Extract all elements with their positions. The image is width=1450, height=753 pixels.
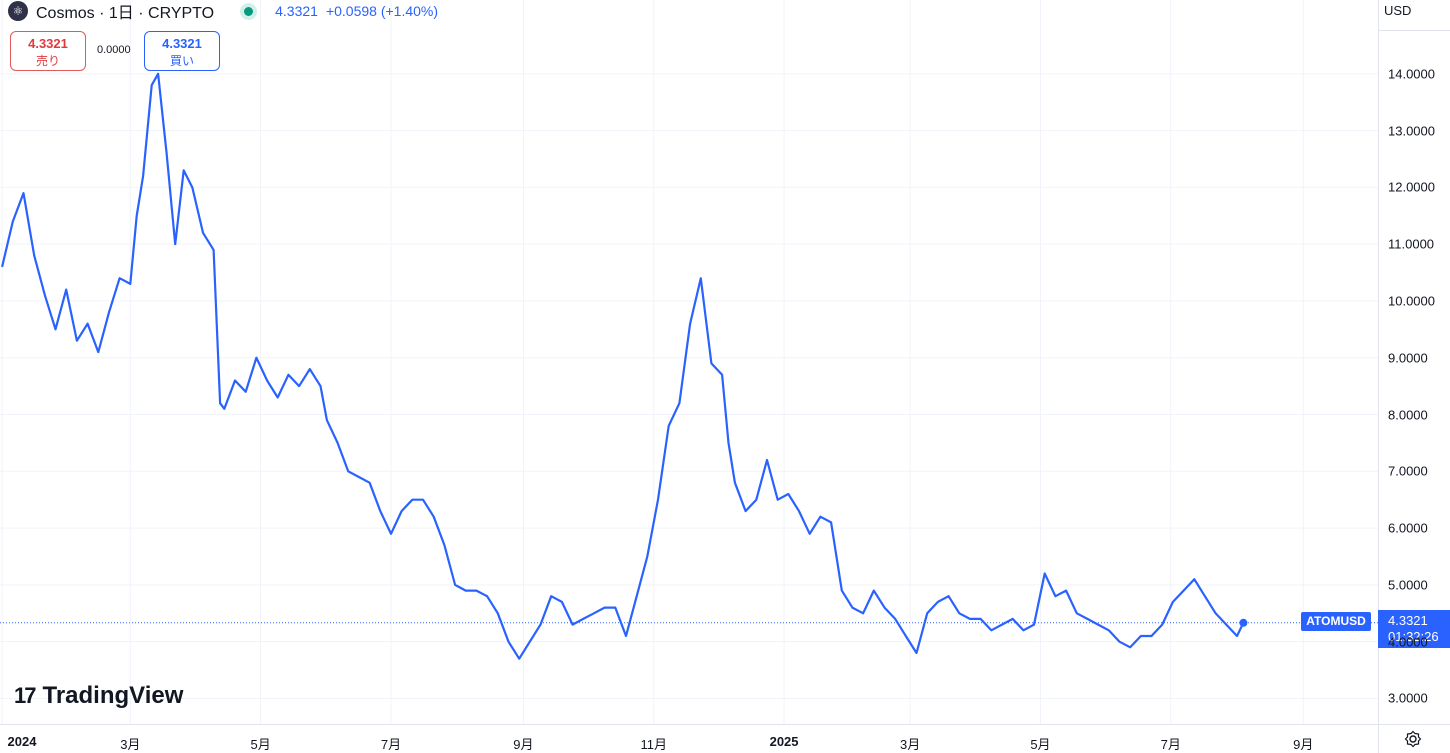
x-tick-label: 5月 xyxy=(1030,737,1051,752)
spread-value: 0.0000 xyxy=(97,44,131,56)
y-tick-label: 12.0000 xyxy=(1388,179,1435,195)
currency-selector[interactable]: USD xyxy=(1384,3,1412,18)
y-tick-label: 11.0000 xyxy=(1388,236,1435,252)
header-change: +0.0598 (+1.40%) xyxy=(325,3,439,19)
price-axis[interactable] xyxy=(1378,0,1450,724)
x-tick-label: 9月 xyxy=(513,737,534,752)
currency-divider xyxy=(1378,30,1450,31)
sell-price: 4.3321 xyxy=(28,36,68,51)
last-price-value: 4.3321 xyxy=(1388,613,1428,628)
y-tick-label: 8.0000 xyxy=(1388,407,1428,423)
tradingview-logo[interactable]: 17 TradingView xyxy=(14,682,183,710)
x-tick-label: 9月 xyxy=(1293,737,1314,752)
x-tick-label: 3月 xyxy=(899,737,921,752)
time-axis[interactable] xyxy=(0,724,1378,753)
chart-plot-area[interactable] xyxy=(0,0,1378,724)
y-tick-label: 13.0000 xyxy=(1388,123,1435,139)
series-line xyxy=(1,72,1245,660)
x-tick-label: 7月 xyxy=(380,737,402,752)
price-chart[interactable] xyxy=(0,0,1378,724)
last-price-dot xyxy=(1239,618,1248,627)
y-tick-label: 3.0000 xyxy=(1388,690,1428,706)
y-tick-label: 7.0000 xyxy=(1388,463,1428,479)
y-tick-label: 14.0000 xyxy=(1388,66,1435,82)
market-status-icon[interactable] xyxy=(244,6,254,16)
y-tick-label: 6.0000 xyxy=(1388,520,1428,536)
header-last-price: 4.3321 xyxy=(275,3,318,19)
axis-corner xyxy=(1378,724,1450,753)
x-tick-label: 2024 xyxy=(7,734,37,749)
tradingview-mark-icon: 17 xyxy=(14,683,37,708)
settings-gear-icon[interactable] xyxy=(1404,730,1422,748)
x-tick-label: 11月 xyxy=(640,737,667,752)
cosmos-logo-icon: ⚛ xyxy=(8,1,28,21)
symbol-title[interactable]: Cosmos · 1日 · CRYPTO xyxy=(36,5,215,22)
x-tick-label: 5月 xyxy=(250,737,271,752)
y-tick-label: 9.0000 xyxy=(1388,350,1428,366)
sell-label: 売り xyxy=(35,54,60,68)
buy-label: 買い xyxy=(169,54,194,68)
buy-button[interactable]: 4.3321 買い xyxy=(144,31,220,71)
symbol-price-tag: ATOMUSD xyxy=(1301,612,1371,631)
x-tick-label: 3月 xyxy=(120,737,141,752)
y-tick-label: 10.0000 xyxy=(1388,293,1435,309)
y-tick-label: 4.0000 xyxy=(1388,634,1428,650)
buy-price: 4.3321 xyxy=(162,36,202,51)
sell-button[interactable]: 4.3321 売り xyxy=(10,31,86,71)
chart-header: ⚛ Cosmos · 1日 · CRYPTO 4.3321 +0.0598 (+… xyxy=(8,0,438,22)
x-tick-label: 2025 xyxy=(769,734,799,749)
last-price-label: 4.3321 01:32:26 xyxy=(1378,610,1450,648)
y-tick-label: 5.0000 xyxy=(1388,577,1428,593)
x-tick-label: 7月 xyxy=(1160,737,1181,752)
tradingview-wordmark: TradingView xyxy=(42,682,184,709)
bar-countdown: 01:32:26 xyxy=(1388,629,1439,644)
